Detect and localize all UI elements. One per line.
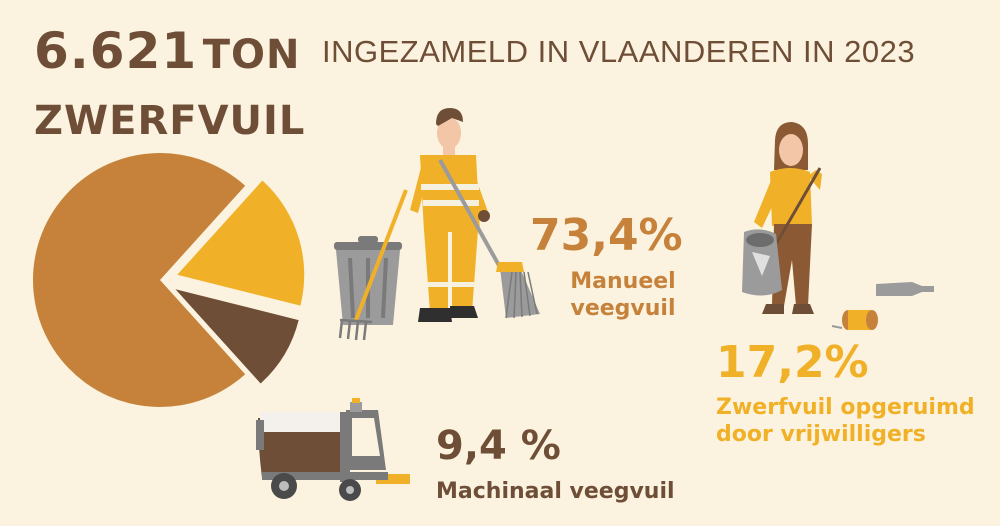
can-icon [831,310,878,330]
headline-unit: TON [202,32,301,78]
pie-chart [32,152,305,407]
volunteer-icon [742,122,822,314]
subtitle: INGEZAMELD IN VLAANDEREN IN 2023 [322,34,916,69]
rake-icon [338,189,408,341]
manual-label-line2: veegvuil [570,296,676,321]
volunteers-pct: 17,2% [716,337,869,388]
volunteers-label: Zwerfvuil opgeruimd door vrijwilligers [716,394,975,448]
machine-label: Machinaal veegvuil [436,479,675,504]
manual-label: Manueel veegvuil [563,268,683,322]
pie-slice-machine [175,289,299,384]
headline: 6.621 TON ZWERFVUIL [34,22,305,158]
headline-amount: 6.621 [34,22,198,80]
manual-pct: 73,4% [530,210,683,261]
manual-label-line1: Manueel [570,269,676,294]
sweeper-vehicle-icon [256,398,410,501]
street-sweeper-worker-icon [410,108,540,322]
pie-slice-volunteers [177,180,305,306]
pie-slice-manual [32,152,246,407]
headline-subject: ZWERFVUIL [34,98,306,144]
volunteers-label-line1: Zwerfvuil opgeruimd [716,395,975,420]
trash-bin-icon [334,236,402,325]
volunteers-label-line2: door vrijwilligers [716,422,926,447]
machine-pct: 9,4 % [436,423,561,469]
bottle-icon [876,282,934,296]
